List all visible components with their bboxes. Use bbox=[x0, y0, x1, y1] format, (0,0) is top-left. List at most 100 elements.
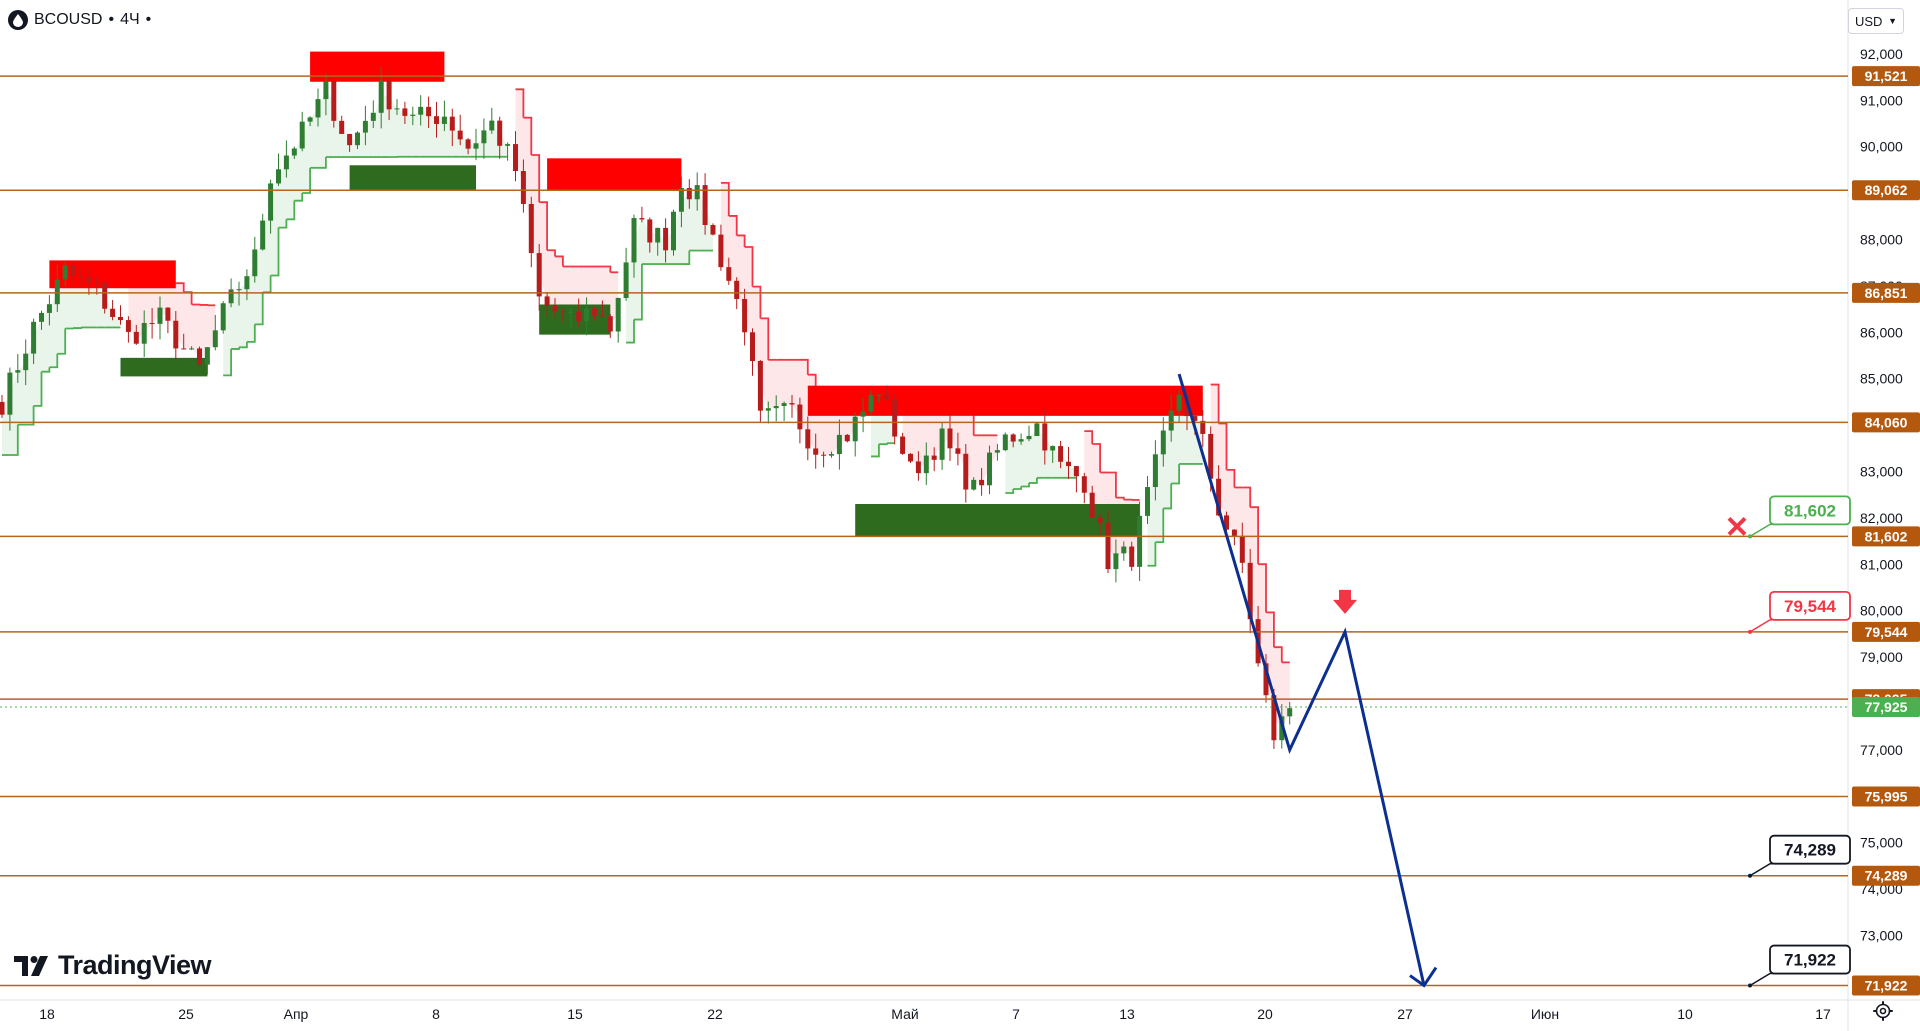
x-tick-label: Апр bbox=[284, 1006, 309, 1022]
demand-zone bbox=[120, 357, 208, 377]
trail-fill bbox=[594, 266, 603, 316]
support-trail-segment bbox=[254, 292, 264, 326]
candle-body bbox=[0, 401, 5, 415]
y-tick-label: 86,000 bbox=[1860, 324, 1903, 340]
trail-fill bbox=[239, 282, 247, 348]
support-trail-segment bbox=[33, 371, 43, 407]
candle-body bbox=[7, 372, 13, 415]
trail-fill bbox=[436, 120, 445, 157]
trail-fill bbox=[460, 134, 469, 157]
level-label: 75,995 bbox=[1865, 789, 1908, 805]
trail-fill bbox=[357, 126, 366, 158]
level-label: 79,544 bbox=[1865, 624, 1908, 640]
candle-body bbox=[615, 297, 621, 332]
candle-body bbox=[1160, 430, 1166, 455]
trail-fill bbox=[1005, 437, 1014, 493]
candle-body bbox=[1216, 478, 1222, 516]
tradingview-logo[interactable]: TradingView bbox=[14, 950, 212, 981]
candle-body bbox=[813, 448, 819, 455]
support-trail-segment bbox=[57, 328, 67, 355]
support-trail-segment bbox=[871, 444, 880, 458]
currency-select[interactable]: USD ▼ bbox=[1848, 8, 1904, 34]
candle-body bbox=[923, 455, 929, 474]
resistance-trail-segment bbox=[744, 246, 754, 287]
support-trail-segment bbox=[1147, 542, 1157, 567]
candle-body bbox=[434, 116, 439, 124]
level-label: 86,851 bbox=[1865, 285, 1908, 301]
trail-fill bbox=[81, 276, 89, 328]
candle-body bbox=[102, 282, 108, 309]
resistance-trail-segment bbox=[760, 317, 770, 360]
callout-label: 71,922 bbox=[1784, 951, 1836, 970]
candle-body bbox=[481, 130, 487, 144]
support-trail-segment bbox=[1021, 482, 1030, 488]
level-label-bg bbox=[1852, 180, 1920, 201]
callout-box bbox=[1769, 495, 1851, 526]
support-trail-segment bbox=[1005, 489, 1015, 494]
trail-fill bbox=[231, 289, 239, 349]
support-trail-segment bbox=[318, 157, 327, 169]
candle-body bbox=[947, 428, 953, 449]
trail-fill bbox=[404, 112, 413, 157]
candle-body bbox=[1231, 529, 1237, 536]
forecast-path bbox=[1177, 373, 1426, 986]
candle-body bbox=[726, 267, 732, 281]
symbol-header[interactable]: BCOUSD • 4Ч • bbox=[8, 9, 151, 31]
candle-body bbox=[23, 353, 29, 371]
settings-button[interactable] bbox=[1870, 998, 1896, 1024]
y-tick-label: 81,000 bbox=[1860, 556, 1903, 572]
candle-body bbox=[386, 80, 392, 110]
candle-body bbox=[1121, 546, 1127, 554]
trail-fill bbox=[262, 202, 271, 293]
resistance-trail-segment bbox=[1273, 646, 1283, 663]
callout-box bbox=[1769, 590, 1851, 621]
support-trail-segment bbox=[1163, 483, 1173, 510]
candle-body bbox=[1247, 562, 1253, 620]
candle-body bbox=[331, 81, 337, 121]
candle-body bbox=[236, 289, 242, 291]
candle-body bbox=[742, 299, 748, 333]
callout-pointer bbox=[1749, 523, 1780, 538]
callout-anchor bbox=[1748, 629, 1752, 634]
support-trail-segment bbox=[25, 405, 35, 426]
candle-body bbox=[892, 399, 898, 437]
current-price-label-bg bbox=[1852, 697, 1920, 717]
candle-body bbox=[283, 155, 289, 170]
current-price-label: 77,925 bbox=[1865, 699, 1908, 715]
trail-fill bbox=[420, 110, 429, 157]
candle-body bbox=[125, 320, 131, 332]
candle-body bbox=[694, 185, 700, 200]
resistance-trail-segment bbox=[720, 181, 730, 216]
trail-fill bbox=[689, 192, 698, 251]
trailing-stop-layer bbox=[2, 88, 1290, 729]
candle-body bbox=[939, 428, 945, 460]
candle-body bbox=[528, 203, 534, 254]
candle-body bbox=[900, 436, 906, 454]
y-tick-label: 73,000 bbox=[1860, 928, 1903, 944]
trail-fill bbox=[483, 125, 492, 157]
candle-body bbox=[157, 307, 163, 324]
level-label: 71,922 bbox=[1865, 978, 1908, 994]
candle-body bbox=[1200, 420, 1206, 434]
symbol-interval: 4Ч bbox=[120, 11, 140, 28]
y-tick-label: 85,000 bbox=[1860, 371, 1903, 387]
trail-fill bbox=[452, 123, 461, 157]
candle-body bbox=[560, 311, 566, 313]
candle-body bbox=[552, 305, 558, 312]
candle-body bbox=[639, 218, 645, 220]
candle-body bbox=[876, 394, 882, 396]
callout-pointer bbox=[1749, 619, 1780, 633]
tradingview-logo-icon bbox=[14, 955, 48, 976]
candle-body bbox=[505, 144, 511, 146]
y-tick-label: 91,000 bbox=[1860, 92, 1903, 108]
candle-body bbox=[647, 219, 653, 243]
resistance-trail-segment bbox=[531, 154, 541, 203]
candle-body bbox=[1145, 487, 1150, 516]
candle-body bbox=[1129, 546, 1135, 567]
candle-body bbox=[868, 394, 874, 412]
candle-body bbox=[931, 455, 937, 460]
candle-body bbox=[663, 227, 669, 251]
x-tick-label: 17 bbox=[1815, 1006, 1831, 1022]
candle-body bbox=[805, 429, 811, 449]
